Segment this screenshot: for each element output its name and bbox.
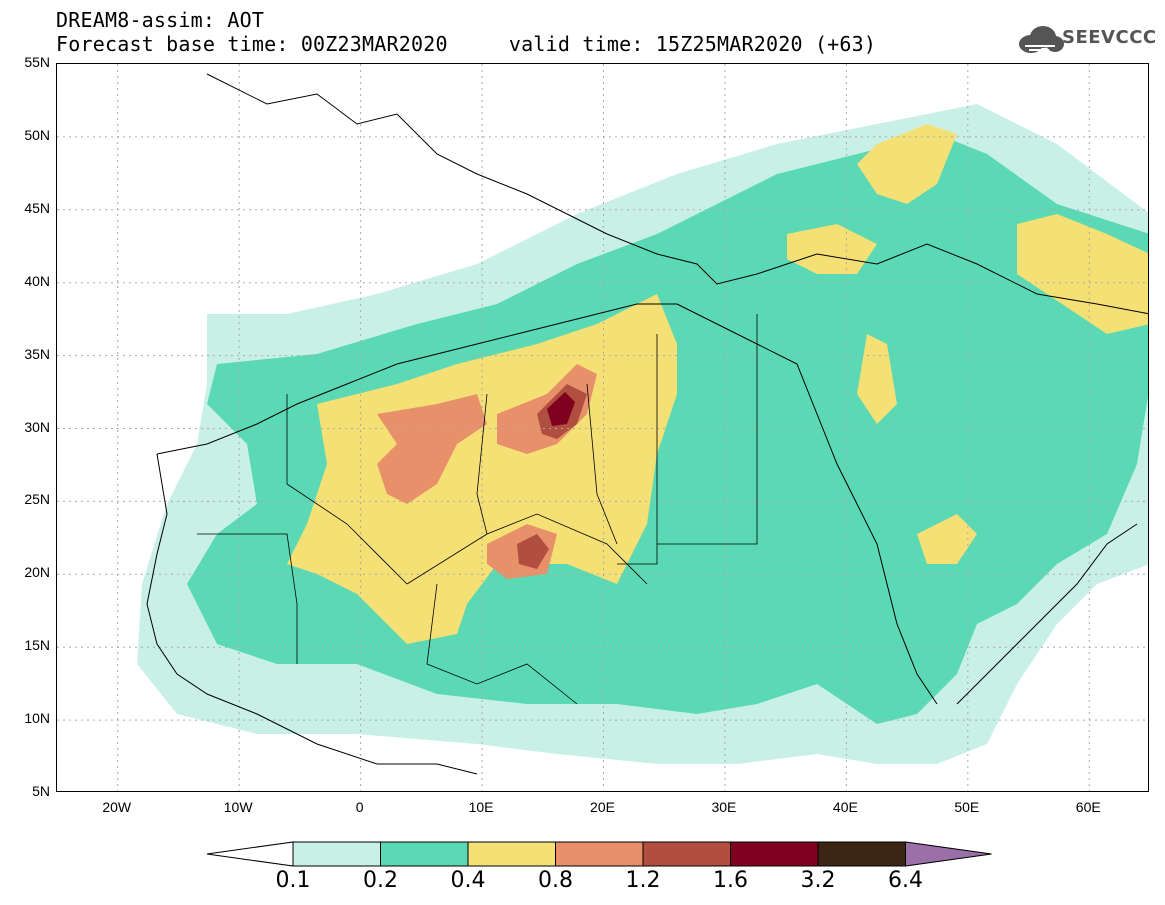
longitude-label: 20E	[590, 799, 615, 815]
latitude-label: 30N	[24, 418, 50, 435]
colorbar-min-arrow	[206, 841, 294, 867]
latitude-label: 20N	[24, 564, 50, 581]
colorbar-segment	[642, 841, 731, 867]
colorbar-tick-label: 1.2	[625, 868, 661, 893]
colorbar-tick-label: 0.4	[450, 868, 486, 893]
longitude-label: 50E	[954, 799, 980, 815]
coastlines	[146, 73, 1148, 775]
aot-map	[57, 64, 1148, 791]
latitude-label: 25N	[24, 491, 50, 508]
longitude-label: 40E	[832, 799, 858, 815]
colorbar-segment	[555, 841, 644, 867]
colorbar-segment	[380, 841, 469, 867]
map-panel[interactable]	[56, 63, 1149, 792]
map-title: DREAM8-assim: AOT	[56, 8, 265, 32]
cloud-icon	[1019, 26, 1064, 53]
colorbar-max-arrow	[905, 841, 992, 867]
colorbar-tick-label: 6.4	[888, 868, 923, 893]
longitude-label: 10W	[223, 799, 253, 815]
country-borders	[197, 314, 758, 705]
latitude-label: 35N	[24, 345, 50, 362]
latitude-label: 40N	[24, 272, 50, 289]
latitude-label: 5N	[32, 783, 50, 799]
forecast-time-subtitle: Forecast base time: 00Z23MAR2020 valid t…	[56, 32, 877, 56]
colorbar	[206, 841, 992, 867]
latitude-label: 15N	[24, 637, 50, 654]
longitude-label: 0	[355, 799, 364, 815]
colorbar-tick-label: 0.2	[363, 868, 398, 893]
latitude-label: 50N	[24, 126, 50, 143]
longitude-label: 10E	[468, 799, 494, 815]
colorbar-tick-label: 3.2	[800, 868, 836, 893]
dust-plume	[137, 104, 1148, 764]
colorbar-segment	[730, 841, 819, 867]
longitude-label: 30E	[711, 799, 737, 815]
longitude-label: 20W	[102, 799, 132, 815]
logo-text: SEEVCCC	[1062, 27, 1157, 48]
longitude-label: 60E	[1075, 799, 1101, 815]
colorbar-segment	[467, 841, 556, 867]
colorbar-segment	[292, 841, 381, 867]
latitude-label: 45N	[24, 199, 50, 216]
grid-lines	[57, 64, 1148, 791]
latitude-label: 10N	[24, 710, 50, 727]
colorbar-tick-label: 0.8	[538, 868, 573, 893]
colorbar-tick-label: 1.6	[713, 868, 748, 893]
latitude-label: 55N	[24, 54, 50, 70]
colorbar-tick-label: 0.1	[275, 868, 311, 893]
colorbar-segment	[817, 841, 906, 867]
